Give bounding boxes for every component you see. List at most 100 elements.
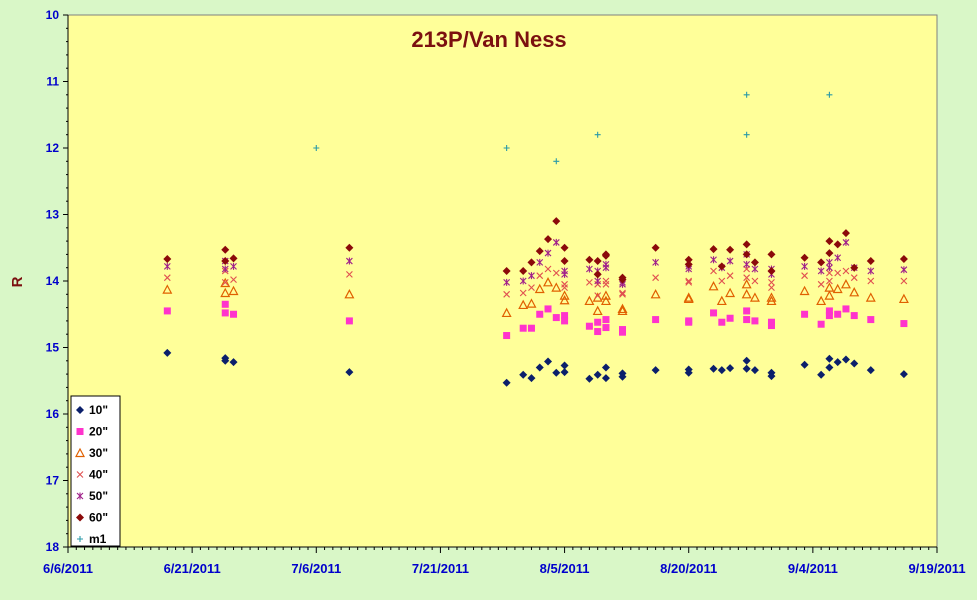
data-point <box>825 363 834 372</box>
data-point <box>825 249 834 258</box>
chart-title: 213P/Van Ness <box>411 27 566 52</box>
data-point <box>767 322 775 330</box>
data-point <box>685 277 693 285</box>
data-point <box>544 235 553 244</box>
data-point <box>710 309 718 317</box>
data-point <box>842 305 850 313</box>
data-point <box>544 305 552 313</box>
data-point <box>834 269 842 277</box>
legend-label: 10" <box>89 403 108 417</box>
data-point <box>585 255 594 264</box>
data-point <box>650 289 661 299</box>
legend-marker <box>76 471 84 478</box>
data-point <box>824 290 835 300</box>
data-point <box>559 290 570 300</box>
data-point <box>725 287 736 298</box>
data-point <box>535 363 544 372</box>
data-point <box>552 368 561 377</box>
data-point <box>163 307 171 315</box>
data-point <box>717 262 726 271</box>
legend-marker <box>76 513 84 522</box>
x-tick-label: 6/6/2011 <box>43 561 93 576</box>
x-tick-label: 7/6/2011 <box>291 561 341 576</box>
data-point <box>850 312 858 320</box>
data-point <box>743 91 750 98</box>
data-point <box>602 260 610 268</box>
data-point <box>900 277 908 285</box>
data-point <box>552 217 561 226</box>
data-point <box>768 284 775 292</box>
axis-ticks: 10 11 12 13 14 15 16 17 18 6/6/2011 6/21/2011 7/6/2… <box>43 8 966 576</box>
data-point <box>742 356 751 365</box>
legend-label: 50" <box>89 489 108 503</box>
data-point <box>825 307 833 315</box>
data-point <box>801 262 808 270</box>
y-axis-label: R <box>9 276 26 287</box>
data-point <box>817 320 825 328</box>
data-point <box>749 292 760 302</box>
data-point <box>826 277 833 285</box>
data-point <box>817 258 826 267</box>
legend-marker <box>76 428 84 435</box>
data-point <box>527 258 536 267</box>
data-point <box>800 253 809 262</box>
x-tick-label: 6/21/2011 <box>164 561 221 576</box>
data-point <box>801 310 809 318</box>
data-point <box>718 277 726 285</box>
data-point <box>619 289 626 297</box>
data-point <box>867 277 875 285</box>
data-point <box>751 265 759 273</box>
data-point <box>617 303 628 314</box>
data-point <box>817 267 825 275</box>
data-point <box>750 366 759 375</box>
data-point <box>503 332 511 340</box>
data-point <box>220 287 231 298</box>
data-point <box>618 275 627 284</box>
data-point <box>230 310 238 318</box>
data-point <box>685 318 693 326</box>
data-point <box>221 300 229 308</box>
data-point <box>519 289 527 297</box>
data-point <box>519 277 527 285</box>
data-point <box>345 243 354 252</box>
data-point <box>345 368 354 377</box>
data-point <box>652 274 659 282</box>
data-point <box>593 270 602 279</box>
data-point <box>229 254 238 263</box>
data-point <box>527 324 535 332</box>
data-point <box>717 366 726 375</box>
data-point <box>840 279 851 289</box>
data-point <box>867 316 875 324</box>
data-point <box>503 278 511 286</box>
data-point <box>602 280 610 288</box>
data-point <box>560 361 569 370</box>
legend-marker <box>77 536 83 542</box>
data-point <box>900 320 908 328</box>
data-point <box>850 263 859 272</box>
data-point <box>726 364 735 373</box>
data-point <box>742 364 751 373</box>
data-point <box>741 279 752 289</box>
data-point <box>866 366 875 375</box>
legend-marker <box>76 406 84 414</box>
legend-label: 60" <box>89 511 108 525</box>
legend-label: m1 <box>89 532 107 546</box>
data-point <box>346 257 353 265</box>
data-point <box>726 245 735 254</box>
y-tick-label: 17 <box>46 474 60 488</box>
data-point <box>743 131 750 138</box>
data-point <box>867 267 875 275</box>
data-point <box>742 240 751 249</box>
data-point <box>683 293 694 304</box>
data-point <box>716 295 727 306</box>
data-point <box>560 368 569 377</box>
data-point <box>561 270 568 278</box>
data-point <box>162 284 173 294</box>
data-point <box>594 131 601 138</box>
data-point <box>619 290 626 298</box>
data-point <box>601 363 610 372</box>
data-point <box>221 309 229 317</box>
data-point <box>800 360 809 369</box>
plot-area <box>67 14 938 548</box>
